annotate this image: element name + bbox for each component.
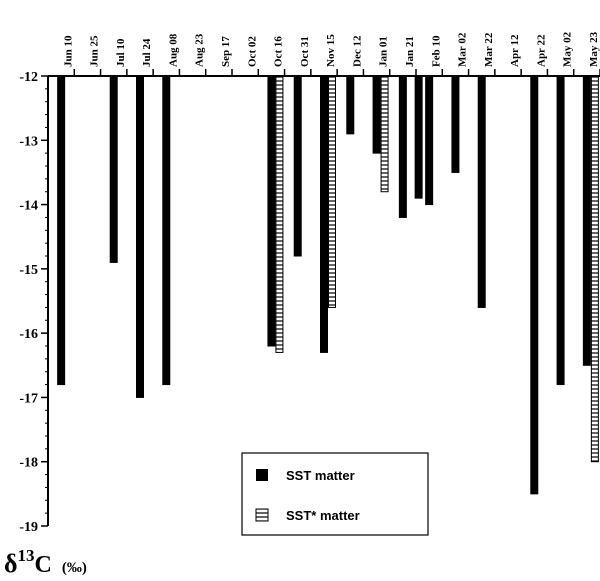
x-tick-label-oct-02: Oct 02	[246, 36, 258, 67]
legend-swatch-sst	[256, 469, 268, 481]
y-tick-label--18: -18	[19, 456, 38, 471]
x-tick-label-jul-24: Jul 24	[141, 38, 153, 67]
x-tick-label-oct-31: Oct 31	[299, 36, 311, 67]
bar-sst-matter-jan-21	[398, 75, 407, 218]
bar-sst-matter-jun-10	[57, 75, 66, 386]
x-tick-label-dec-12: Dec 12	[351, 35, 363, 67]
bars-group	[57, 75, 599, 495]
y-axis-title-letter: C	[35, 552, 52, 578]
legend-label-sst: SST matter	[286, 468, 355, 483]
bar-sst-matter-may-23	[582, 75, 591, 366]
bar-sst-matter-oct-16	[267, 75, 276, 347]
x-tick-label-may-02: May 02	[562, 31, 574, 67]
bar-sst-matter-jan-01	[372, 75, 381, 154]
y-axis-title: δ13C (‰)	[4, 546, 87, 578]
x-tick-label-may-23: May 23	[588, 31, 600, 67]
bar-sst-matter-oct-16	[275, 75, 284, 353]
bar-sst-matter-oct-31	[293, 75, 302, 257]
x-tick-label-oct-16: Oct 16	[273, 36, 285, 67]
bar-sst-matter-apr-22	[530, 75, 539, 495]
legend-label-sst-star: SST* matter	[286, 508, 360, 523]
bar-sst-matter-jan-21	[414, 75, 423, 199]
y-ticks-group: -12 -13 -14 -15 -16 -17 -18 -19	[19, 70, 48, 535]
bar-sst-matter-mar-22	[477, 75, 486, 308]
bar-sst-matter-jul-24	[136, 75, 144, 398]
x-ticks-group: Jun 10 Jun 25 Jul 10 Jul 24 Aug 08 Aug 23 Sep …	[62, 31, 600, 76]
x-tick-label-mar-02: Mar 02	[457, 32, 469, 67]
bar-sst-matter-nov-15	[328, 75, 336, 308]
bar-sst-matter-feb-10	[425, 75, 434, 206]
x-tick-label-aug-23: Aug 23	[194, 33, 206, 67]
y-axis-title-sup: 13	[18, 546, 35, 565]
bar-sst-matter-nov-15	[320, 75, 328, 353]
bar-sst-matter-jul-10	[109, 75, 118, 263]
legend: SST matter SST* matter	[241, 452, 429, 536]
y-axis-title-unit: (‰)	[62, 560, 87, 576]
x-tick-label-aug-08: Aug 08	[167, 33, 179, 67]
x-tick-label-mar-22: Mar 22	[483, 32, 495, 67]
x-tick-label-jan-21: Jan 21	[404, 36, 416, 67]
x-tick-label-jan-01: Jan 01	[378, 36, 390, 67]
y-axis-title-delta: δ	[4, 549, 18, 578]
y-tick-label--12: -12	[19, 70, 38, 85]
y-tick-label--17: -17	[19, 391, 38, 406]
x-tick-label-feb-10: Feb 10	[430, 35, 442, 67]
bar-sst-matter-may-23	[590, 75, 599, 463]
bar-sst-matter-may-02	[556, 75, 565, 386]
x-tick-label-jul-10: Jul 10	[115, 38, 127, 67]
bar-sst-matter-aug-08	[162, 75, 171, 386]
bar-sst-matter-mar-02	[451, 75, 460, 173]
y-tick-label--15: -15	[19, 263, 38, 278]
bar-sst-matter-dec-12	[346, 75, 355, 135]
y-tick-label--14: -14	[19, 199, 38, 214]
y-tick-label--16: -16	[19, 327, 38, 342]
y-tick-label--13: -13	[19, 134, 38, 149]
legend-box	[241, 452, 429, 536]
legend-swatch-sst-star	[255, 508, 269, 522]
y-tick-label--19: -19	[19, 520, 38, 535]
x-tick-label-nov-15: Nov 15	[325, 34, 337, 67]
x-tick-label-jun-25: Jun 25	[89, 35, 101, 67]
axes-group	[47, 75, 600, 526]
x-tick-label-apr-22: Apr 22	[535, 34, 547, 67]
x-tick-label-jun-10: Jun 10	[62, 35, 74, 67]
x-tick-label-apr-12: Apr 12	[509, 34, 521, 67]
x-tick-label-sep-17: Sep 17	[220, 36, 232, 67]
bar-sst-matter-jan-01	[380, 75, 389, 193]
